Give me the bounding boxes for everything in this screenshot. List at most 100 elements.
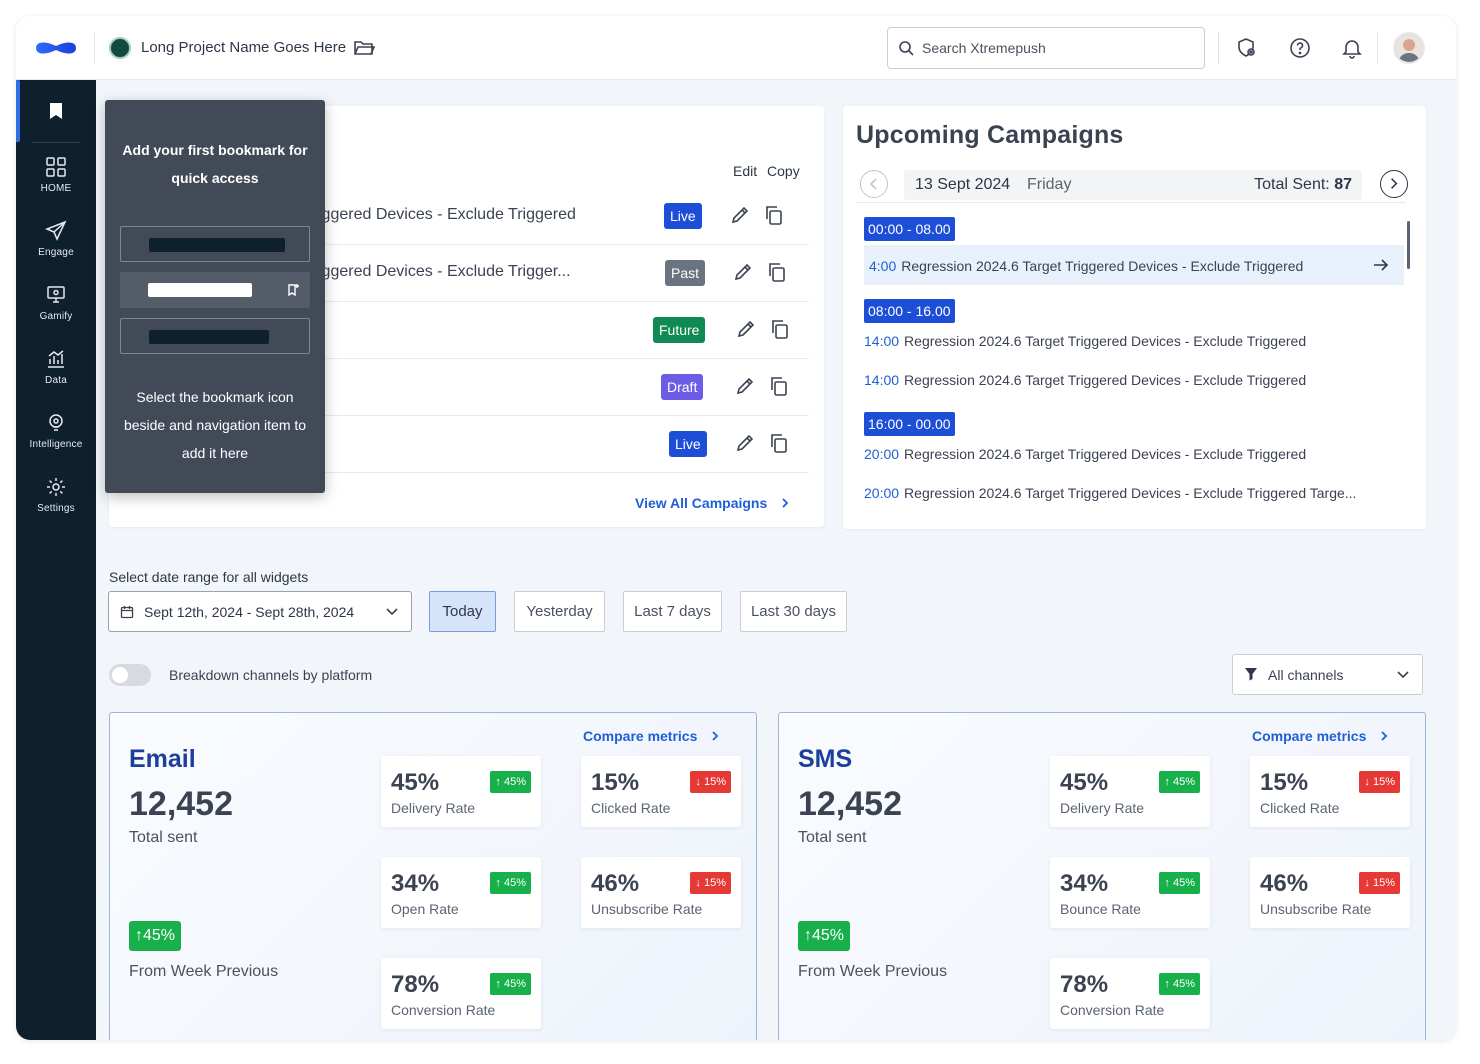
metric-change-badge: ↑ 45% [1159, 872, 1200, 894]
metric-change-badge: ↓ 15% [690, 872, 731, 894]
total-sent-label: Total Sent: [1254, 176, 1330, 193]
prev-day-button[interactable] [860, 170, 888, 198]
next-day-button[interactable] [1380, 170, 1408, 198]
sidebar-item-gamify[interactable]: Gamify [16, 284, 96, 340]
breakdown-toggle[interactable] [109, 664, 151, 686]
channel-change-badge: ↑45% [798, 921, 851, 951]
sidebar-item-engage[interactable]: Engage [16, 220, 96, 276]
metric-tile[interactable]: 45% ↑ 45% Delivery Rate [381, 756, 541, 827]
upcoming-name: Regression 2024.6 Target Triggered Devic… [904, 372, 1307, 388]
bell-icon[interactable] [1340, 36, 1364, 60]
search-input[interactable] [922, 37, 1192, 59]
xtremepush-logo-icon[interactable] [34, 38, 78, 58]
metric-tile[interactable]: 45% ↑ 45% Delivery Rate [1050, 756, 1210, 827]
folder-icon[interactable] [353, 37, 375, 59]
copy-icon[interactable] [769, 318, 791, 340]
quick-range-today[interactable]: Today [429, 591, 496, 632]
metric-tile[interactable]: 78% ↑ 45% Conversion Rate [1050, 958, 1210, 1029]
divider [94, 32, 95, 64]
divider [1218, 32, 1219, 64]
status-badge: Live [664, 203, 702, 229]
campaign-row[interactable]: iggered Devices - Exclude Trigger... Pas… [123, 245, 809, 302]
chevron-right-icon [1391, 178, 1398, 189]
metric-change-value: 15% [703, 776, 726, 788]
edit-icon[interactable] [734, 432, 756, 454]
metric-value: 34% [1060, 870, 1109, 897]
upcoming-time: 20:00 [864, 485, 900, 501]
campaign-row[interactable]: Live [123, 416, 809, 473]
metric-tile[interactable]: 15% ↓ 15% Clicked Rate [1250, 756, 1410, 827]
channel-change-label: From Week Previous [129, 963, 279, 980]
metric-change-badge: ↑ 45% [490, 771, 531, 793]
placeholder-bar [148, 283, 252, 297]
arrow-up-icon: ↑ [495, 776, 504, 788]
copy-icon[interactable] [766, 261, 788, 283]
campaign-row[interactable]: iggered Devices - Exclude Triggered Live [123, 188, 809, 245]
chevron-left-icon [869, 178, 877, 190]
chart-icon [48, 350, 64, 368]
breakdown-label: Breakdown channels by platform [169, 667, 373, 683]
sidebar-item-settings[interactable]: Settings [16, 476, 96, 532]
search-box[interactable] [887, 27, 1205, 69]
quick-range-yesterday[interactable]: Yesterday [514, 591, 605, 632]
user-avatar[interactable] [1393, 32, 1425, 64]
help-icon[interactable] [1288, 36, 1312, 60]
quick-range-last-7-days[interactable]: Last 7 days [623, 591, 722, 632]
top-bar: Long Project Name Goes Here [16, 16, 1456, 80]
sidebar-bookmarks[interactable] [16, 80, 96, 142]
upcoming-title: Upcoming Campaigns [856, 121, 1124, 149]
edit-icon[interactable] [729, 204, 751, 226]
scrollbar-thumb[interactable] [1407, 221, 1410, 269]
upcoming-item[interactable]: 4:00 Regression 2024.6 Target Triggered D… [864, 245, 1404, 285]
time-slot-label: 08:00 - 16.00 [864, 299, 955, 323]
upcoming-item[interactable]: 14:00 Regression 2024.6 Target Triggered … [864, 333, 1404, 373]
shield-settings-icon[interactable] [1235, 36, 1259, 60]
view-all-campaigns-link[interactable]: View All Campaigns [635, 495, 791, 511]
metric-tile[interactable]: 46% ↓ 15% Unsubscribe Rate [1250, 857, 1410, 928]
arrow-right-icon[interactable] [1372, 256, 1390, 274]
date-range-select[interactable]: Sept 12th, 2024 - Sept 28th, 2024 [108, 591, 412, 632]
tooltip-title: Add your first bookmark for quick access [122, 142, 308, 186]
current-date: 13 Sept 2024 [915, 176, 1011, 193]
upcoming-item[interactable]: 20:00 Regression 2024.6 Target Triggered … [864, 485, 1404, 525]
sidebar-item-label: Data [45, 375, 67, 386]
edit-column-header: Edit [733, 163, 758, 179]
metric-tile[interactable]: 34% ↑ 45% Bounce Rate [1050, 857, 1210, 928]
edit-icon[interactable] [732, 261, 754, 283]
edit-icon[interactable] [735, 318, 757, 340]
metric-change-badge: ↓ 15% [690, 771, 731, 793]
total-sent-value: 87 [1334, 176, 1352, 193]
channels-select[interactable]: All channels [1232, 654, 1423, 695]
upcoming-item[interactable]: 20:00 Regression 2024.6 Target Triggered … [864, 446, 1404, 486]
channel-card-email: Email 12,452 Total sent ↑45% From Week P… [109, 712, 757, 1040]
campaign-title[interactable]: iggered Devices - Exclude Triggered [318, 206, 576, 223]
sidebar-item-home[interactable]: HOME [16, 156, 96, 212]
campaign-title[interactable]: iggered Devices - Exclude Trigger... [318, 263, 571, 280]
compare-metrics-link[interactable]: Compare metrics [583, 728, 721, 744]
project-name[interactable]: Long Project Name Goes Here [141, 39, 347, 56]
metric-value: 78% [1060, 971, 1109, 998]
upcoming-item[interactable]: 14:00 Regression 2024.6 Target Triggered … [864, 372, 1404, 412]
status-badge: Draft [661, 374, 704, 400]
metric-change-value: 15% [1372, 877, 1395, 889]
copy-icon[interactable] [763, 204, 785, 226]
avatar-icon [1395, 34, 1423, 62]
compare-metrics-link[interactable]: Compare metrics [1252, 728, 1390, 744]
metric-tile[interactable]: 46% ↓ 15% Unsubscribe Rate [581, 857, 741, 928]
sidebar-item-intelligence[interactable]: Intelligence [16, 412, 96, 468]
copy-icon[interactable] [768, 432, 790, 454]
quick-range-last-30-days[interactable]: Last 30 days [740, 591, 847, 632]
metric-label: Open Rate [391, 901, 459, 917]
edit-icon[interactable] [734, 375, 756, 397]
upcoming-name: Regression 2024.6 Target Triggered Devic… [904, 485, 1357, 501]
chevron-right-icon [1381, 731, 1388, 741]
metric-tile[interactable]: 15% ↓ 15% Clicked Rate [581, 756, 741, 827]
copy-icon[interactable] [768, 375, 790, 397]
sidebar-item-label: Settings [37, 503, 75, 514]
campaign-row[interactable]: Draft [123, 359, 809, 416]
sidebar-item-data[interactable]: Data [16, 348, 96, 404]
current-day: Friday [1027, 176, 1072, 193]
campaign-row[interactable]: Future [123, 302, 809, 359]
metric-tile[interactable]: 78% ↑ 45% Conversion Rate [381, 958, 541, 1029]
metric-tile[interactable]: 34% ↑ 45% Open Rate [381, 857, 541, 928]
